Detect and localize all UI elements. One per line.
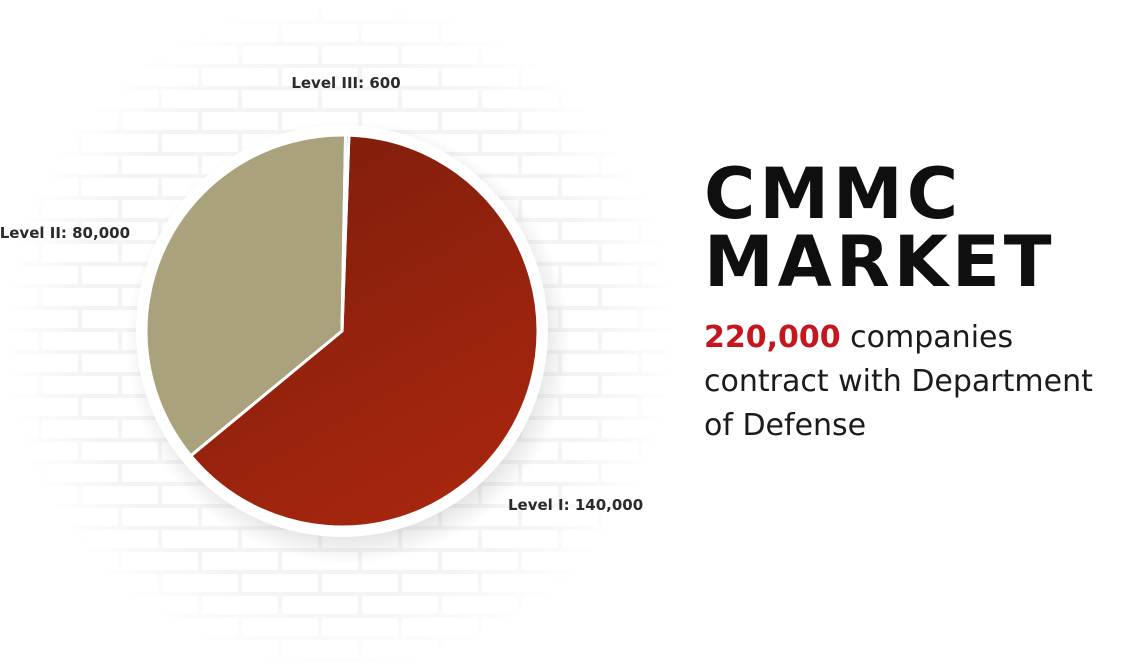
pie-chart-area: Level I: 140,000 Level II: 80,000 Level II… — [0, 0, 676, 663]
slice-label-level-ii: Level II: 80,000 — [0, 224, 130, 242]
headline-line1: CMMC — [704, 153, 963, 235]
headline-line2: MARKET — [704, 221, 1056, 303]
subline: 220,000 companies contract with Departme… — [704, 316, 1114, 448]
pie-labels: Level I: 140,000 Level II: 80,000 Level II… — [0, 74, 643, 514]
slice-label-level-iii: Level III: 600 — [291, 74, 400, 92]
pie-slices — [144, 133, 540, 529]
pie-slice-level-iii — [340, 133, 351, 333]
slice-label-level-i: Level I: 140,000 — [508, 496, 643, 514]
pie-chart: Level I: 140,000 Level II: 80,000 Level II… — [0, 0, 676, 663]
pie-slice-level-ii — [144, 133, 348, 458]
headline: CMMC MARKET — [704, 153, 1056, 303]
company-count: 220,000 — [704, 320, 841, 355]
pie-slice-level-i — [189, 133, 540, 529]
subline-text: companies contract with Department of De… — [704, 320, 1093, 443]
